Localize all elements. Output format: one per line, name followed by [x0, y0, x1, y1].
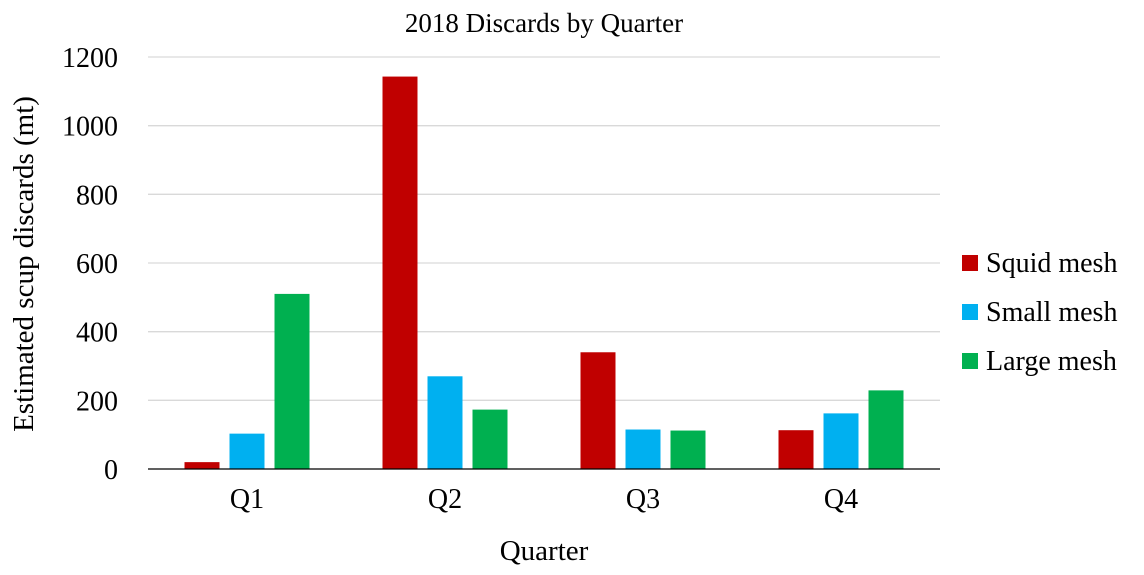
x-axis-title: Quarter: [500, 535, 589, 567]
chart-title: 2018 Discards by Quarter: [405, 8, 683, 38]
bar-squid-mesh-q3: [580, 352, 616, 469]
bar-large-mesh-q4: [868, 390, 904, 469]
x-tick-label: Q4: [824, 484, 858, 515]
x-tick-label: Q1: [230, 484, 264, 515]
bar-squid-mesh-q4: [778, 430, 814, 469]
x-tick-label: Q2: [428, 484, 462, 515]
legend-label: Large mesh: [986, 346, 1117, 377]
legend: Squid mesh Small mesh Large mesh: [962, 248, 1117, 377]
gridlines: [148, 56, 940, 401]
legend-swatch: [962, 304, 978, 320]
bar-small-mesh-q2: [427, 376, 463, 469]
y-tick-label: 0: [104, 455, 118, 486]
y-tick-label: 800: [76, 180, 118, 211]
y-tick-label: 1200: [62, 43, 118, 74]
bar-squid-mesh-q2: [382, 76, 418, 469]
y-tick-labels: 0 200 400 600 800 1000 1200: [62, 43, 118, 486]
y-tick-label: 1000: [62, 112, 118, 143]
bar-large-mesh-q1: [274, 293, 310, 469]
bar-small-mesh-q4: [823, 413, 859, 469]
legend-label: Squid mesh: [986, 248, 1117, 279]
x-tick-label: Q3: [626, 484, 660, 515]
x-tick-labels: Q1 Q2 Q3 Q4: [230, 484, 858, 515]
bar-squid-mesh-q1: [184, 462, 220, 469]
legend-label: Small mesh: [986, 297, 1117, 328]
y-tick-label: 200: [76, 386, 118, 417]
bar-small-mesh-q1: [229, 433, 265, 469]
bar-large-mesh-q2: [472, 409, 508, 469]
bar-small-mesh-q3: [625, 429, 661, 469]
bars: [184, 76, 904, 469]
legend-swatch: [962, 353, 978, 369]
legend-swatch: [962, 255, 978, 271]
y-tick-label: 600: [76, 249, 118, 280]
y-axis-title: Estimated scup discards (mt): [8, 96, 40, 432]
y-tick-label: 400: [76, 318, 118, 349]
bar-large-mesh-q3: [670, 430, 706, 469]
